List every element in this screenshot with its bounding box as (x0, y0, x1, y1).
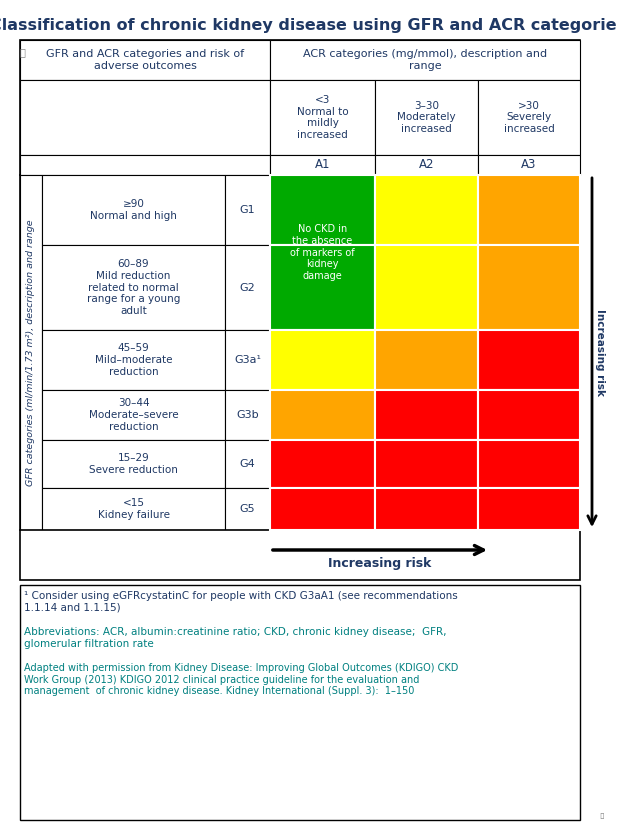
Text: Abbreviations: ACR, albumin:creatinine ratio; CKD, chronic kidney disease;  GFR,: Abbreviations: ACR, albumin:creatinine r… (24, 627, 447, 649)
Bar (42, 488, 225, 530)
Bar (375, 330, 478, 390)
Text: <15
Kidney failure: <15 Kidney failure (97, 499, 170, 520)
Text: G3b: G3b (236, 410, 259, 420)
Text: A1: A1 (315, 158, 330, 172)
Bar (375, 80, 478, 155)
Bar (375, 245, 478, 330)
Text: <3
Normal to
mildly
increased: <3 Normal to mildly increased (297, 95, 349, 140)
Bar (478, 488, 580, 530)
Bar (42, 390, 225, 440)
Bar (225, 330, 270, 390)
Text: A2: A2 (419, 158, 434, 172)
Bar (42, 440, 225, 488)
Bar (375, 440, 478, 488)
Bar (20, 80, 270, 155)
Bar (20, 175, 580, 530)
Text: Increasing risk: Increasing risk (328, 556, 432, 570)
Text: G1: G1 (239, 205, 255, 215)
Bar (225, 245, 270, 330)
Text: GFR categories (ml/min/1.73 m²), description and range: GFR categories (ml/min/1.73 m²), descrip… (27, 220, 36, 486)
Text: GFR and ACR categories and risk of
adverse outcomes: GFR and ACR categories and risk of adver… (46, 49, 244, 70)
Text: No CKD in
the absence
of markers of
kidney
damage: No CKD in the absence of markers of kidn… (290, 225, 355, 281)
Bar (270, 330, 375, 390)
Bar (225, 175, 270, 245)
Bar (375, 155, 478, 175)
Text: Classification of chronic kidney disease using GFR and ACR categories: Classification of chronic kidney disease… (0, 18, 617, 33)
Text: >30
Severely
increased: >30 Severely increased (503, 101, 555, 134)
Text: 60–89
Mild reduction
related to normal
range for a young
adult: 60–89 Mild reduction related to normal r… (87, 259, 180, 316)
Text: ≥90
Normal and high: ≥90 Normal and high (90, 199, 177, 220)
Bar (42, 330, 225, 390)
Bar (270, 390, 375, 440)
Bar (20, 40, 270, 80)
Bar (375, 488, 478, 530)
Bar (478, 390, 580, 440)
Bar (270, 245, 375, 330)
Text: ACR categories (mg/mmol), description and
range: ACR categories (mg/mmol), description an… (303, 49, 547, 70)
Text: ⭢: ⭢ (19, 47, 25, 57)
Text: Adapted with permission from Kidney Disease: Improving Global Outcomes (KDIGO) C: Adapted with permission from Kidney Dise… (24, 663, 458, 696)
Bar (478, 80, 580, 155)
Bar (478, 440, 580, 488)
Text: G4: G4 (239, 459, 255, 469)
Bar (478, 245, 580, 330)
Bar (20, 530, 580, 580)
Bar (270, 155, 375, 175)
Text: 45–59
Mild–moderate
reduction: 45–59 Mild–moderate reduction (95, 344, 172, 376)
Text: G5: G5 (239, 504, 255, 514)
Bar (225, 390, 270, 440)
Text: Increasing risk: Increasing risk (595, 309, 605, 396)
Bar (20, 175, 42, 530)
Bar (270, 40, 580, 80)
Text: 15–29
Severe reduction: 15–29 Severe reduction (89, 453, 178, 475)
Text: A3: A3 (521, 158, 537, 172)
Bar (42, 175, 225, 245)
Bar (375, 390, 478, 440)
Bar (270, 80, 375, 155)
Bar (20, 585, 580, 820)
Bar (42, 245, 225, 330)
Bar (20, 40, 580, 175)
Bar (225, 440, 270, 488)
Bar (478, 155, 580, 175)
Bar (20, 155, 270, 175)
Text: 30–44
Moderate–severe
reduction: 30–44 Moderate–severe reduction (89, 398, 178, 432)
Text: G3a¹: G3a¹ (234, 355, 261, 365)
Bar (225, 488, 270, 530)
Text: ¹ Consider using eGFRcystatinC for people with CKD G3aA1 (see recommendations
1.: ¹ Consider using eGFRcystatinC for peopl… (24, 591, 458, 613)
Bar (270, 440, 375, 488)
Bar (375, 175, 478, 245)
Text: 3–30
Moderately
increased: 3–30 Moderately increased (397, 101, 456, 134)
Bar (478, 330, 580, 390)
Text: ▯: ▯ (600, 811, 604, 820)
Bar (270, 175, 375, 245)
Bar (270, 488, 375, 530)
Bar (478, 175, 580, 245)
Text: G2: G2 (239, 282, 255, 292)
